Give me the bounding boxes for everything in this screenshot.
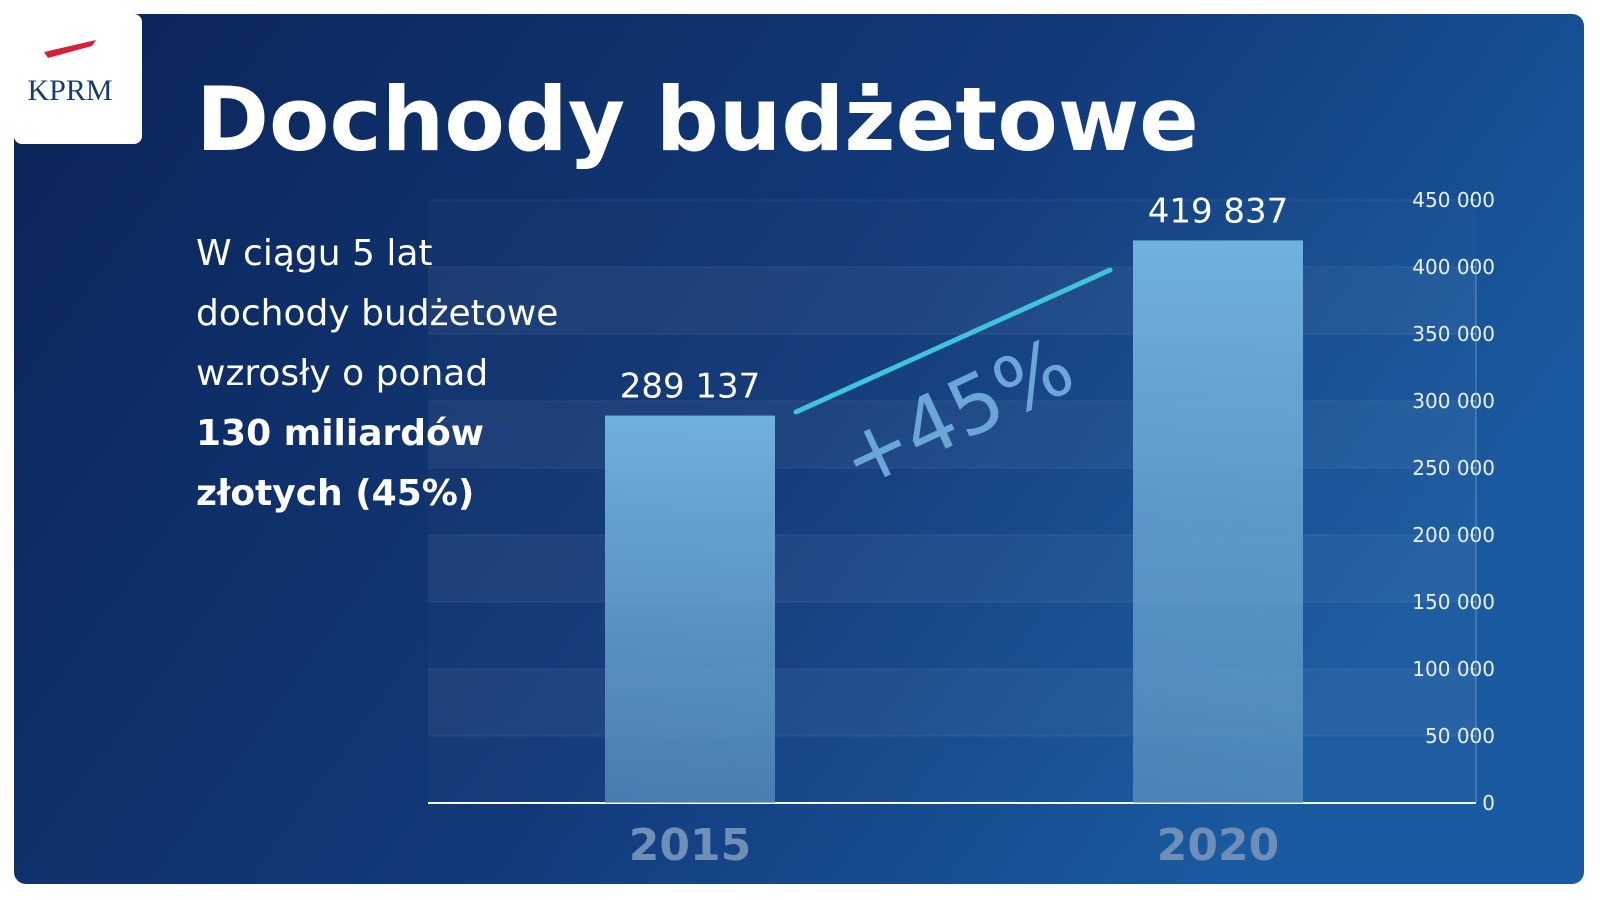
logo: KPRM <box>27 74 112 107</box>
grid-band <box>428 468 1476 535</box>
y-tick-label: 300 000 <box>1412 389 1495 413</box>
x-tick-label: 2015 <box>629 820 751 871</box>
description-line: wzrosły o ponad <box>196 353 488 394</box>
description-line: dochody budżetowe <box>196 293 558 334</box>
bands <box>428 200 1476 803</box>
y-tick-label: 150 000 <box>1412 590 1495 614</box>
y-tick-label: 50 000 <box>1425 724 1495 748</box>
y-tick-label: 0 <box>1482 791 1495 815</box>
y-tick-label: 350 000 <box>1412 322 1495 346</box>
value-label: 289 137 <box>620 367 761 407</box>
value-label: 419 837 <box>1148 191 1289 231</box>
y-tick-label: 100 000 <box>1412 657 1495 681</box>
logo-flag <box>44 40 96 58</box>
grid-band <box>428 736 1476 803</box>
chart-title: Dochody budżetowe <box>196 68 1199 171</box>
logo-box <box>14 14 142 144</box>
grid-band <box>428 535 1476 602</box>
y-tick-label: 400 000 <box>1412 255 1495 279</box>
bar <box>1133 240 1303 803</box>
trend-line <box>793 267 1113 415</box>
grid-band <box>428 200 1476 267</box>
description-bold-line: 130 miliardów <box>196 413 484 454</box>
x-tick-label: 2020 <box>1157 820 1279 871</box>
grid-band <box>428 602 1476 669</box>
description-bold-line: złotych (45%) <box>196 473 474 514</box>
grid-band <box>428 669 1476 736</box>
bar <box>605 415 775 803</box>
y-tick-label: 250 000 <box>1412 456 1495 480</box>
y-tick-label: 200 000 <box>1412 523 1495 547</box>
description-line: W ciągu 5 lat <box>196 233 433 274</box>
grid-band <box>428 267 1476 334</box>
y-tick-label: 450 000 <box>1412 188 1495 212</box>
